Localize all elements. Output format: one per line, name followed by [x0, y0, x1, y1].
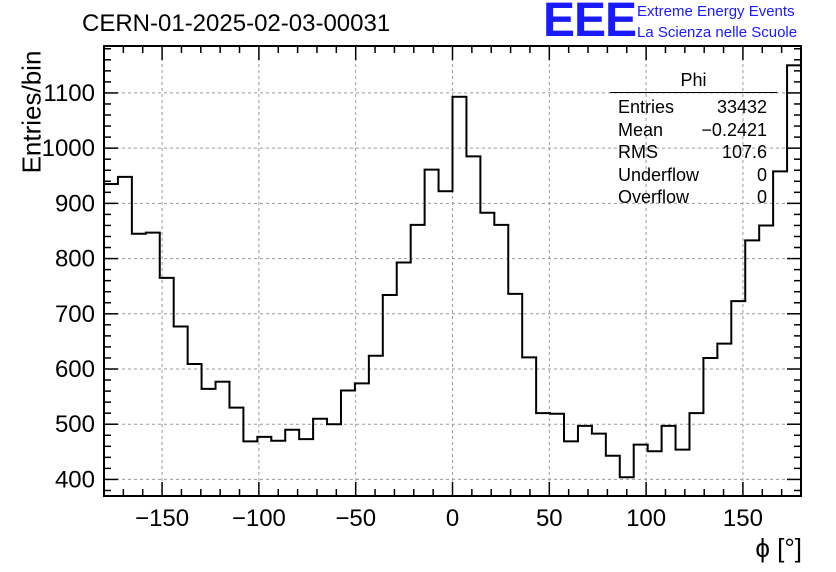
stats-label: Underflow: [618, 164, 700, 185]
plot-title: CERN-01-2025-02-03-00031: [82, 10, 391, 37]
logo-caption-line1: Extreme Energy Events: [637, 3, 795, 20]
stats-row-mean: Mean −0.2421: [610, 119, 777, 142]
histogram-series: [103, 64, 802, 479]
tick-labels: −150 −100 −50 0 50 100 150 400 500 600 700 800 900 10…: [42, 80, 763, 532]
y-tick-label: 800: [55, 246, 95, 273]
y-tick-label: 500: [55, 411, 95, 438]
axis-ticks: [103, 46, 802, 496]
stats-title: Phi: [610, 70, 777, 93]
stats-value: 107.6: [721, 142, 767, 163]
x-tick-label: 0: [446, 505, 459, 532]
stats-value: −0.2421: [701, 119, 767, 140]
x-tick-label: −150: [135, 505, 189, 532]
stats-row-underflow: Underflow 0: [610, 164, 777, 187]
x-tick-label: −100: [232, 505, 286, 532]
x-tick-label: 150: [723, 505, 763, 532]
stats-row-overflow: Overflow 0: [610, 186, 777, 209]
stats-value: 33432: [716, 97, 767, 117]
stats-box: Phi Entries 33432 Mean −0.2421 RMS 107.6…: [610, 70, 777, 209]
stats-value: 0: [756, 164, 767, 185]
y-tick-label: 700: [55, 301, 95, 328]
stats-row-rms: RMS 107.6: [610, 141, 777, 164]
y-axis-label: Entries/bin: [16, 50, 47, 174]
eee-logo: EEE: [543, 0, 637, 47]
stats-label: Overflow: [618, 187, 690, 208]
x-tick-label: −50: [335, 505, 376, 532]
y-tick-label: 1000: [42, 135, 95, 162]
y-tick-label: 900: [55, 190, 95, 217]
stats-label: Entries: [618, 97, 675, 117]
stats-label: RMS: [618, 142, 658, 163]
y-tick-label: 1100: [43, 80, 95, 107]
stats-label: Mean: [618, 119, 664, 140]
x-tick-label: 100: [626, 505, 666, 532]
stats-value: 0: [756, 187, 767, 208]
y-tick-label: 400: [55, 466, 95, 493]
grid-lines: [104, 46, 801, 496]
x-axis-label: ϕ [°]: [755, 533, 802, 563]
stats-row-entries: Entries 33432: [610, 96, 777, 119]
y-tick-label: 600: [55, 356, 95, 383]
x-tick-label: 50: [536, 505, 563, 532]
logo-caption-line2: La Scienza nelle Scuole: [637, 24, 798, 41]
